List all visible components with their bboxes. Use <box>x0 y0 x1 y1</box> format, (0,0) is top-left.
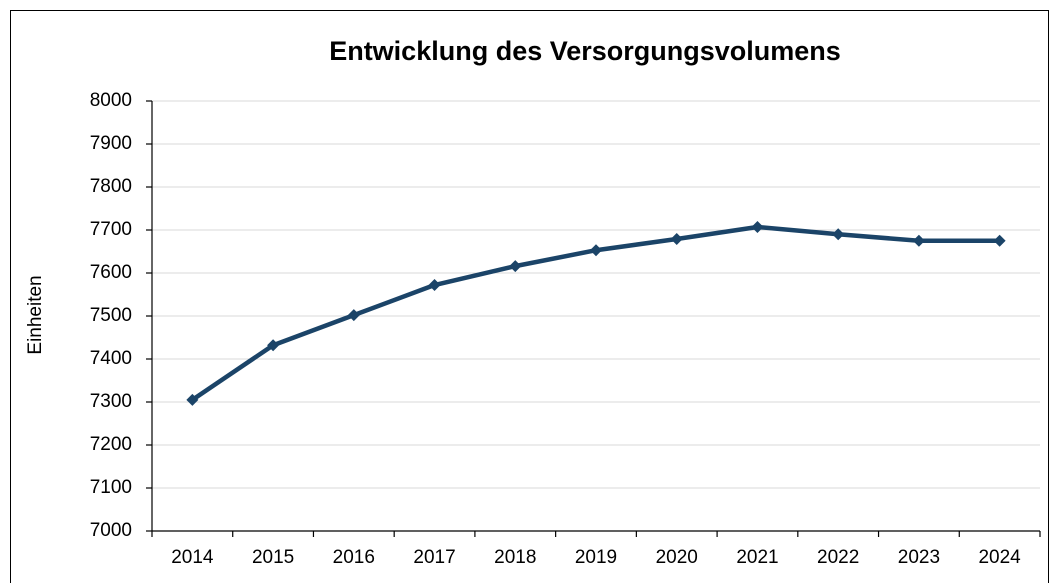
y-tick-label: 7300 <box>90 391 132 412</box>
y-axis-label: Einheiten <box>25 275 46 354</box>
x-tick-label: 2021 <box>736 547 778 568</box>
x-tick-label: 2024 <box>978 547 1021 568</box>
x-tick-label: 2023 <box>898 547 940 568</box>
x-tick-label: 2014 <box>171 547 214 568</box>
chart-title: Entwicklung des Versorgungsvolumens <box>329 36 841 66</box>
data-point <box>590 244 602 257</box>
y-tick-label: 7900 <box>90 133 132 154</box>
y-tick-label: 7200 <box>90 434 132 455</box>
data-point <box>267 339 280 352</box>
y-tick-label: 7000 <box>90 520 132 541</box>
data-point <box>428 279 441 292</box>
y-tick-label: 7100 <box>90 477 132 498</box>
x-tick-label: 2017 <box>413 547 455 568</box>
x-tick-label: 2019 <box>575 547 617 568</box>
y-tick-label: 7800 <box>90 176 132 197</box>
y-tick-label: 7500 <box>90 305 132 326</box>
y-tick-label: 7600 <box>90 262 132 283</box>
data-point <box>670 233 683 246</box>
y-tick-label: 8000 <box>90 90 132 111</box>
data-point <box>751 220 764 233</box>
chart-frame <box>10 10 1049 583</box>
data-point <box>186 393 199 406</box>
data-point <box>509 260 522 273</box>
x-tick-label: 2020 <box>656 547 698 568</box>
x-tick-label: 2018 <box>494 547 536 568</box>
x-tick-label: 2022 <box>817 547 859 568</box>
y-tick-label: 7400 <box>90 348 132 369</box>
data-point <box>832 228 845 241</box>
x-tick-label: 2015 <box>252 547 294 568</box>
data-point <box>912 234 925 247</box>
x-tick-label: 2016 <box>333 547 375 568</box>
data-point <box>347 309 360 322</box>
data-point <box>993 234 1006 247</box>
y-tick-label: 7700 <box>90 219 132 240</box>
